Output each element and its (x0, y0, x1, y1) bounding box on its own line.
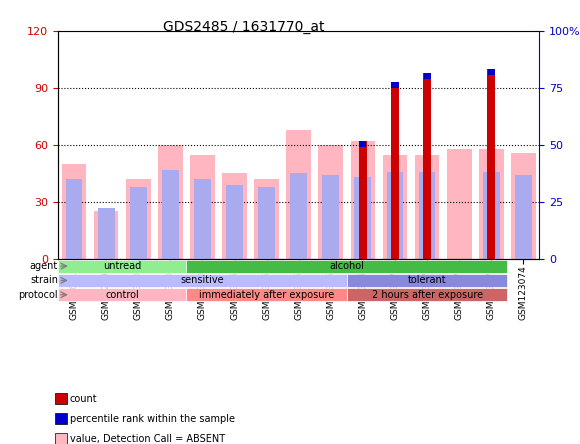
FancyBboxPatch shape (186, 288, 347, 301)
Bar (447, 149, 472, 259)
Bar (194, 179, 211, 259)
Bar (350, 141, 375, 259)
Text: sensitive: sensitive (180, 275, 224, 285)
Bar (515, 175, 532, 259)
Bar (222, 174, 247, 259)
Bar (488, 69, 495, 75)
Text: alcohol: alcohol (329, 261, 364, 271)
Text: GDS2485 / 1631770_at: GDS2485 / 1631770_at (163, 20, 324, 34)
Bar (318, 145, 343, 259)
Bar (97, 208, 115, 259)
Text: agent: agent (30, 261, 58, 271)
Bar (479, 149, 503, 259)
Bar (511, 153, 536, 259)
Text: immediately after exposure: immediately after exposure (199, 290, 334, 300)
Bar (158, 145, 183, 259)
Bar (322, 175, 339, 259)
Bar (287, 130, 311, 259)
FancyBboxPatch shape (58, 274, 347, 287)
Bar (354, 177, 371, 259)
Text: untread: untread (103, 261, 142, 271)
Bar (392, 82, 398, 88)
FancyBboxPatch shape (58, 260, 186, 273)
Bar (383, 155, 407, 259)
Bar (359, 141, 367, 259)
Bar (254, 179, 279, 259)
Bar (423, 73, 430, 79)
Bar (258, 187, 275, 259)
Bar (290, 174, 307, 259)
Bar (190, 155, 215, 259)
Bar (386, 171, 404, 259)
Bar (226, 185, 243, 259)
Bar (162, 170, 179, 259)
Bar (391, 82, 399, 259)
Bar (415, 155, 440, 259)
FancyBboxPatch shape (58, 288, 186, 301)
Bar (423, 73, 431, 259)
Bar (130, 187, 147, 259)
Bar (487, 69, 495, 259)
Text: strain: strain (30, 275, 58, 285)
Bar (483, 171, 500, 259)
Text: control: control (106, 290, 139, 300)
FancyBboxPatch shape (347, 288, 508, 301)
Bar (126, 179, 151, 259)
Bar (360, 141, 367, 147)
FancyBboxPatch shape (186, 260, 508, 273)
Bar (61, 164, 86, 259)
Text: value, Detection Call = ABSENT: value, Detection Call = ABSENT (70, 434, 224, 444)
Text: count: count (70, 394, 97, 404)
Text: tolerant: tolerant (408, 275, 447, 285)
Text: percentile rank within the sample: percentile rank within the sample (70, 414, 234, 424)
Text: 2 hours after exposure: 2 hours after exposure (372, 290, 483, 300)
Bar (94, 211, 118, 259)
Text: protocol: protocol (19, 290, 58, 300)
Bar (66, 179, 82, 259)
FancyBboxPatch shape (347, 274, 508, 287)
Bar (419, 171, 436, 259)
